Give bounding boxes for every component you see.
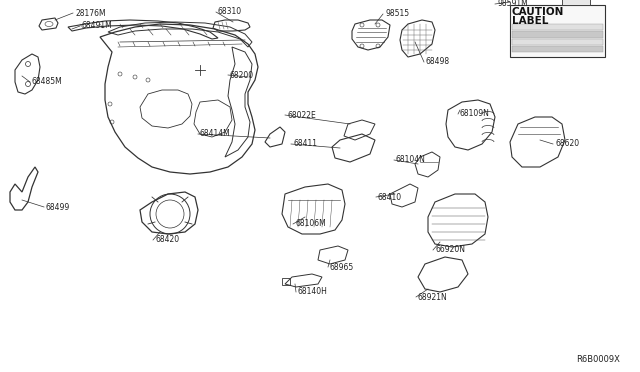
- Text: 68104N: 68104N: [396, 155, 426, 164]
- Text: 68498: 68498: [426, 58, 450, 67]
- Text: 68620: 68620: [555, 140, 579, 148]
- Text: 68491M: 68491M: [82, 22, 113, 31]
- Text: 68411: 68411: [293, 140, 317, 148]
- FancyBboxPatch shape: [512, 31, 603, 38]
- Text: 68420: 68420: [155, 235, 179, 244]
- Text: 68485M: 68485M: [32, 77, 63, 87]
- Text: 68109N: 68109N: [460, 109, 490, 119]
- Text: 98591M: 98591M: [497, 0, 528, 9]
- FancyBboxPatch shape: [512, 39, 603, 45]
- Text: 68965: 68965: [330, 263, 355, 272]
- Text: 68410: 68410: [378, 192, 402, 202]
- Text: CAUTION: CAUTION: [512, 7, 564, 17]
- Text: 68022E: 68022E: [287, 110, 316, 119]
- Text: LABEL: LABEL: [512, 16, 548, 26]
- FancyBboxPatch shape: [512, 24, 603, 30]
- Text: 98515: 98515: [385, 10, 409, 19]
- Text: 68200: 68200: [230, 71, 254, 80]
- FancyBboxPatch shape: [510, 5, 605, 57]
- Text: 28176M: 28176M: [75, 9, 106, 17]
- Text: R6B0009X: R6B0009X: [576, 355, 620, 364]
- Text: 68499: 68499: [46, 202, 70, 212]
- Text: 68921N: 68921N: [418, 292, 448, 301]
- Text: 68140H: 68140H: [298, 288, 328, 296]
- Text: 68414M: 68414M: [200, 129, 231, 138]
- Text: 68106M: 68106M: [295, 219, 326, 228]
- FancyBboxPatch shape: [512, 46, 603, 52]
- FancyBboxPatch shape: [562, 0, 590, 5]
- Text: 66920N: 66920N: [435, 246, 465, 254]
- Text: 68310: 68310: [218, 7, 242, 16]
